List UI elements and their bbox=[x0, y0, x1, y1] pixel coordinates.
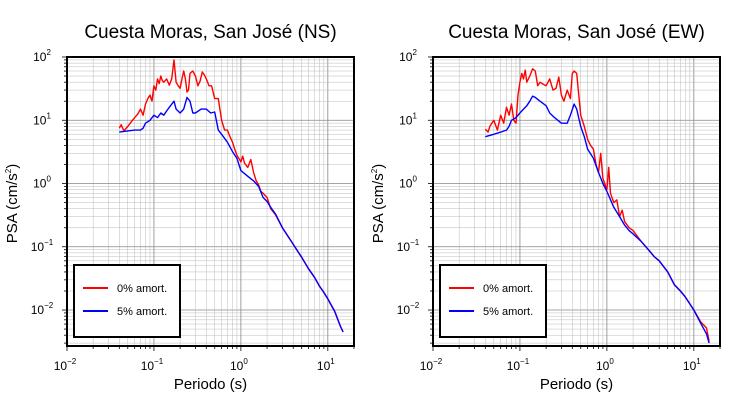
x-tick-label: 100 bbox=[230, 357, 248, 373]
y-axis-label: PSA (cm/s2) bbox=[370, 164, 387, 243]
legend-label-amort-5: 5% amort. bbox=[483, 306, 533, 318]
y-tick-label: 102 bbox=[33, 48, 51, 64]
plot-frame bbox=[66, 56, 355, 347]
x-axis-label: Periodo (s) bbox=[540, 376, 613, 393]
series-line-amort-5 bbox=[485, 95, 710, 344]
y-tick-label: 10−1 bbox=[31, 238, 54, 254]
y-tick-label: 101 bbox=[33, 111, 51, 127]
y-tick-label: 101 bbox=[399, 111, 417, 127]
y-tick-label: 100 bbox=[399, 175, 417, 191]
x-tick-label: 10−2 bbox=[420, 357, 443, 373]
y-tick-label: 10−2 bbox=[397, 301, 420, 317]
legend-box bbox=[73, 264, 181, 338]
x-tick-label: 10−1 bbox=[141, 357, 164, 373]
y-tick-label: 10−1 bbox=[397, 238, 420, 254]
y-tick-label: 10−2 bbox=[31, 301, 54, 317]
chart-panel-1: Cuesta Moras, San José (NS) 10−2 10−1 100 10… bbox=[4, 22, 355, 393]
x-tick-label: 10−1 bbox=[507, 357, 530, 373]
chart-title: Cuesta Moras, San José (NS) bbox=[84, 22, 336, 43]
chart-panel-2: Cuesta Moras, San José (EW) 10−2 10−1 100 10… bbox=[370, 22, 721, 393]
y-tick-label: 102 bbox=[399, 48, 417, 64]
legend: 0% amort. 5% amort. bbox=[439, 264, 547, 338]
legend: 0% amort. 5% amort. bbox=[73, 264, 181, 338]
x-tick-label: 10−2 bbox=[54, 357, 77, 373]
legend-label-amort-0: 0% amort. bbox=[117, 283, 167, 295]
legend-label-amort-0: 0% amort. bbox=[483, 283, 533, 295]
y-tick-label: 100 bbox=[33, 175, 51, 191]
chart-title: Cuesta Moras, San José (EW) bbox=[448, 22, 705, 43]
legend-label-amort-5: 5% amort. bbox=[117, 306, 167, 318]
x-tick-label: 100 bbox=[596, 357, 614, 373]
x-tick-label: 101 bbox=[683, 357, 701, 373]
plot-frame bbox=[432, 56, 721, 347]
legend-box bbox=[439, 264, 547, 338]
y-axis-label: PSA (cm/s2) bbox=[4, 164, 21, 243]
series-line-amort-5 bbox=[119, 96, 344, 333]
x-tick-label: 101 bbox=[317, 357, 335, 373]
x-axis-label: Periodo (s) bbox=[174, 376, 247, 393]
